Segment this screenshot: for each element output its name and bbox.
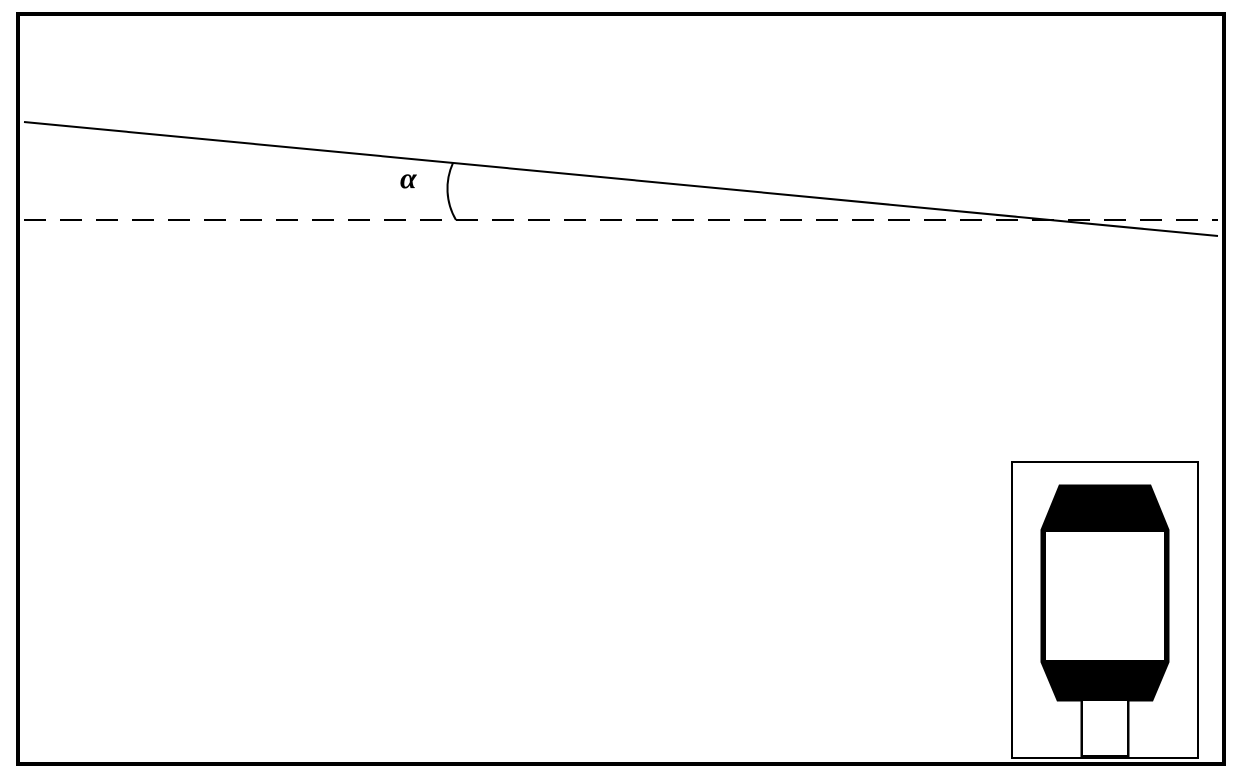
vehicle-mid-rect (1044, 530, 1166, 662)
diagram-svg (0, 0, 1240, 782)
angle-arc (447, 163, 456, 220)
vehicle-top-trapezoid (1044, 486, 1166, 530)
vehicle-bottom-trapezoid (1044, 662, 1166, 700)
vehicle-neck-rect (1082, 700, 1128, 756)
sloped-line (24, 122, 1218, 236)
diagram-canvas: α (0, 0, 1240, 782)
angle-alpha-label: α (400, 162, 417, 196)
